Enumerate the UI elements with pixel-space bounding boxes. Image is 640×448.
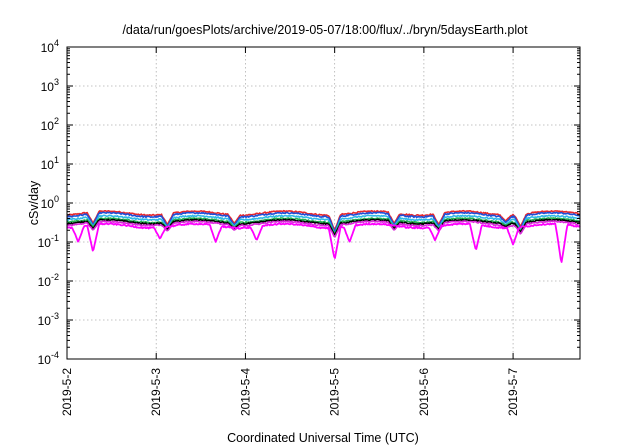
chart-title: /data/run/goesPlots/archive/2019-05-07/1… bbox=[122, 23, 528, 37]
y-axis-title: cSv/day bbox=[27, 180, 41, 225]
x-axis-title: Coordinated Universal Time (UTC) bbox=[227, 431, 419, 445]
data-series bbox=[66, 209, 581, 263]
x-tick-label: 2019-5-4 bbox=[238, 368, 252, 416]
y-tick-label: 101 bbox=[41, 155, 59, 172]
y-tick-label: 10-3 bbox=[38, 311, 59, 328]
x-tick-label: 2019-5-5 bbox=[328, 368, 342, 416]
axis-ticks bbox=[66, 46, 580, 360]
y-tick-label: 10-1 bbox=[38, 233, 59, 250]
y-tick-label: 100 bbox=[41, 194, 59, 211]
y-tick-label: 10-4 bbox=[38, 350, 59, 367]
series-line bbox=[66, 211, 581, 232]
series-line bbox=[66, 222, 581, 263]
x-tick-label: 2019-5-6 bbox=[417, 368, 431, 416]
x-tick-label: 2019-5-3 bbox=[149, 368, 163, 416]
series-line bbox=[66, 209, 581, 231]
x-tick-label: 2019-5-7 bbox=[506, 368, 520, 416]
grid bbox=[67, 47, 580, 359]
x-tick-label: 2019-5-2 bbox=[60, 368, 74, 416]
y-tick-label: 103 bbox=[41, 77, 59, 94]
series-line bbox=[66, 220, 580, 238]
y-tick-label: 10-2 bbox=[38, 272, 59, 289]
x-tick-labels: 2019-5-2 2019-5-3 2019-5-4 2019-5-5 2019-5-6… bbox=[60, 368, 520, 416]
y-tick-label: 104 bbox=[41, 38, 59, 55]
series-line bbox=[66, 214, 580, 234]
y-tick-labels: 10-4 10-3 10-2 10-1 100 101 102 103 104 bbox=[38, 38, 59, 367]
y-tick-label: 102 bbox=[41, 116, 59, 133]
